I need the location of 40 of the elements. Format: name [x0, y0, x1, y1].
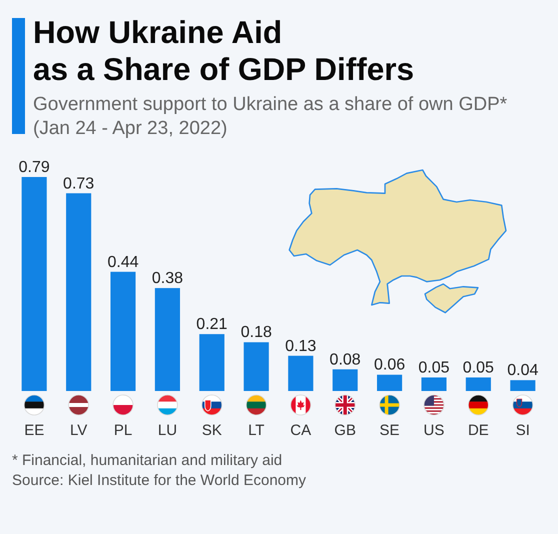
source-note: Source: Kiel Institute for the World Economy — [12, 472, 307, 489]
bar — [332, 369, 358, 391]
chart-subtitle: Government support to Ukraine as a share of own GDP* (Jan 24 - Apr 23, 2022) — [33, 94, 508, 139]
bar — [376, 374, 402, 391]
data-label: 0.05 — [462, 359, 494, 376]
data-label: 0.44 — [107, 254, 139, 271]
data-label: 0.13 — [285, 338, 316, 355]
data-label: 0.79 — [18, 159, 50, 176]
bar — [510, 380, 536, 391]
text: * Financial, humanitarian and military aid — [12, 452, 282, 469]
x-tick-label: LU — [158, 422, 178, 439]
x-tick-label: SK — [202, 422, 222, 439]
bar — [288, 356, 314, 391]
data-label: 0.18 — [240, 324, 272, 342]
bar — [22, 177, 47, 391]
bar — [244, 342, 269, 391]
data-label: 0.21 — [196, 316, 228, 334]
data-label: 0.04 — [507, 362, 538, 380]
x-tick-label: GB — [334, 422, 356, 439]
data-label: 0.05 — [418, 359, 450, 376]
bar — [154, 288, 180, 391]
data-label: 0.38 — [152, 270, 184, 288]
data-label: 0.73 — [63, 175, 94, 192]
x-tick-label: DE — [468, 422, 489, 439]
x-tick-label: EE — [24, 422, 44, 439]
x-tick-label: PL — [114, 422, 132, 439]
bar — [110, 272, 136, 391]
bar — [199, 334, 224, 391]
bar — [421, 377, 447, 391]
x-tick-label: SE — [380, 422, 400, 439]
bar — [66, 193, 92, 391]
data-label: 0.06 — [374, 356, 406, 374]
data-label: 0.08 — [330, 351, 361, 368]
x-tick-label: CA — [290, 422, 312, 439]
bar — [466, 377, 491, 391]
x-tick-label: LV — [70, 422, 88, 439]
chart-title: How Ukraine Aid as a Share of GDP Differs — [33, 14, 414, 87]
x-tick-label: US — [424, 422, 444, 439]
x-tick-label: LT — [248, 422, 264, 439]
x-tick-label: SI — [516, 422, 530, 439]
